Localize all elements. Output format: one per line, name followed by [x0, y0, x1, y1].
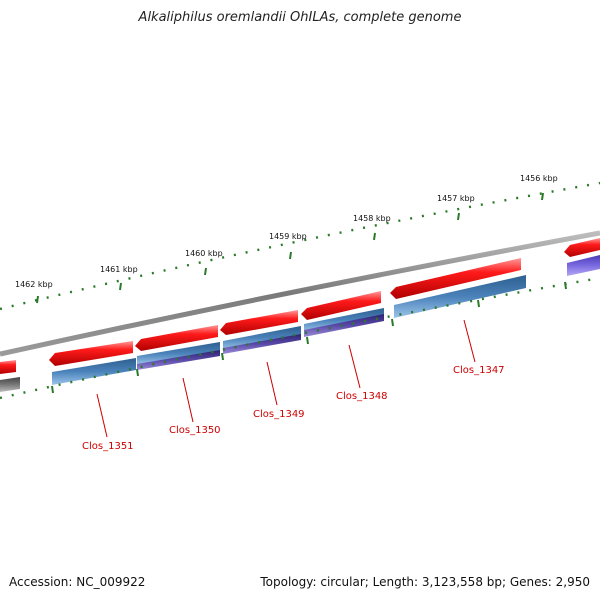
cds-bar-prev[interactable]	[0, 377, 20, 392]
gene-arrow-clos-1348[interactable]	[301, 291, 381, 320]
cds-subbar-clos-1348[interactable]	[304, 314, 384, 337]
outer-ruler-ticks	[36, 192, 544, 304]
gene-label-clos-1351[interactable]: Clos_1351	[82, 441, 134, 452]
cds-bar-clos-1351[interactable]	[52, 358, 136, 385]
leader-clos-1351	[96, 393, 108, 438]
gene-arrow-next[interactable]	[564, 238, 600, 257]
gene-arrow-clos-1350[interactable]	[135, 325, 218, 351]
leader-clos-1350	[182, 377, 194, 423]
ruler-label-1458: 1458 kbp	[353, 214, 391, 223]
ruler-label-1456: 1456 kbp	[520, 174, 558, 183]
cds-bar-clos-1350[interactable]	[137, 342, 220, 365]
cds-bar-clos-1349[interactable]	[223, 326, 301, 350]
gene-track	[0, 238, 600, 374]
ruler-label-1460: 1460 kbp	[185, 249, 223, 258]
cds-subbar-clos-1350[interactable]	[137, 350, 220, 370]
gene-label-clos-1349[interactable]: Clos_1349	[253, 409, 305, 420]
cds-bar-clos-1347[interactable]	[394, 275, 526, 318]
page-title: Alkaliphilus oremlandii OhILAs, complete…	[138, 10, 462, 25]
gene-arrow-clos-1351[interactable]	[49, 341, 133, 366]
gene-label-clos-1350[interactable]: Clos_1350	[169, 425, 221, 436]
cds-bar-next[interactable]	[567, 255, 600, 276]
leader-clos-1348	[348, 344, 361, 389]
cds-track	[0, 255, 600, 392]
gene-label-clos-1347[interactable]: Clos_1347	[453, 365, 505, 376]
leader-clos-1349	[266, 361, 278, 406]
leader-clos-1347	[463, 319, 476, 363]
gene-arrow-clos-1349[interactable]	[220, 310, 298, 335]
gene-label-clos-1348[interactable]: Clos_1348	[336, 391, 388, 402]
ruler-label-1462: 1462 kbp	[15, 280, 53, 289]
inner-ruler-ticks	[51, 281, 567, 394]
accession-text: Accession: NC_009922	[9, 575, 146, 589]
cds-subbar-clos-1349[interactable]	[223, 334, 301, 354]
gene-arrow-prev[interactable]	[0, 360, 16, 374]
genome-backbone	[0, 230, 600, 357]
ruler-label-1459: 1459 kbp	[269, 232, 307, 241]
ruler-label-1457: 1457 kbp	[437, 194, 475, 203]
ruler-label-1461: 1461 kbp	[100, 265, 138, 274]
gene-arrow-clos-1347[interactable]	[390, 258, 521, 299]
topology-text: Topology: circular; Length: 3,123,558 bp…	[260, 575, 590, 589]
